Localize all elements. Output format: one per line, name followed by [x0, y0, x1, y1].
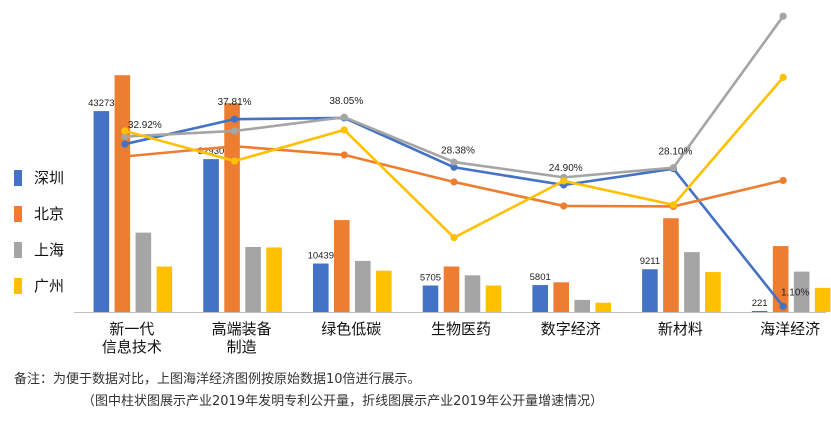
line-point-2-2 — [340, 113, 348, 121]
bar-0-6 — [751, 310, 768, 312]
bar-label-0-6: 221 — [752, 298, 768, 309]
line-point-3-1 — [230, 157, 239, 165]
line-label-0: 32.92% — [128, 120, 162, 131]
footnote-line-1: 备注：为便于数据对比，上图海洋经济图例按原始数据10倍进行展示。 — [14, 372, 421, 387]
bar-label-0-3: 5705 — [420, 273, 441, 284]
line-point-2-6 — [779, 12, 787, 20]
bar-0-2 — [312, 263, 329, 312]
category-label-4-0: 数字经济 — [541, 320, 601, 338]
legend-label-3: 广州 — [34, 277, 64, 295]
legend-label-2: 上海 — [34, 241, 64, 259]
line-point-3-5 — [669, 201, 678, 209]
line-label-3: 28.38% — [441, 145, 475, 156]
line-point-0-6 — [779, 302, 787, 310]
legend-label-1: 北京 — [34, 205, 64, 223]
line-point-2-0 — [121, 132, 129, 141]
bar-2-3 — [464, 275, 481, 312]
category-label-3-0: 生物医药 — [431, 320, 491, 338]
bar-label-0-4: 5801 — [530, 272, 551, 283]
bar-0-4 — [532, 285, 549, 312]
line-point-1-4 — [560, 202, 568, 210]
legend-swatch-3 — [14, 278, 22, 294]
line-point-1-1 — [230, 142, 239, 150]
bar-2-6 — [793, 271, 810, 312]
legend-swatch-0 — [14, 170, 22, 186]
bar-3-5 — [705, 272, 721, 312]
line-point-2-1 — [230, 127, 239, 135]
bar-1-0 — [114, 75, 131, 312]
line-point-2-5 — [669, 164, 678, 172]
bar-0-0 — [93, 111, 110, 312]
line-point-1-2 — [340, 151, 348, 159]
legend-label-0: 深圳 — [34, 169, 64, 187]
footnote-line-2: （图中柱状图展示产业2019年发明专利公开量，折线图展示产业2019年公开量增速… — [82, 394, 604, 409]
category-label-6-0: 海洋经济 — [760, 320, 820, 338]
bar-1-5 — [663, 218, 679, 312]
bar-2-4 — [574, 299, 591, 312]
category-label-1-0: 高端装备 — [212, 320, 272, 338]
line-label-2: 38.05% — [329, 96, 363, 107]
legend-swatch-1 — [14, 206, 22, 222]
line-point-3-0 — [121, 127, 129, 135]
category-label-2-0: 绿色低碳 — [321, 320, 381, 338]
bar-2-2 — [354, 260, 371, 312]
category-label-0-1: 信息技术 — [102, 338, 162, 356]
line-label-5: 28.10% — [658, 147, 692, 158]
bar-1-6 — [772, 246, 789, 312]
line-point-3-3 — [450, 233, 458, 242]
bar-3-3 — [485, 285, 502, 312]
bar-2-5 — [684, 252, 700, 312]
line-point-0-1 — [230, 115, 239, 123]
line-point-0-0 — [121, 140, 129, 148]
bar-label-0-0: 43273 — [88, 98, 114, 109]
bar-1-3 — [443, 266, 460, 312]
bar-0-3 — [422, 285, 439, 312]
line-label-1: 37.81% — [218, 97, 252, 108]
line-point-3-4 — [560, 177, 568, 185]
bar-3-2 — [375, 270, 392, 312]
line-label-4: 24.90% — [549, 163, 583, 174]
bar-1-4 — [553, 282, 570, 312]
bar-3-0 — [156, 266, 173, 312]
bar-3-4 — [595, 302, 612, 312]
bar-label-0-5: 9211 — [640, 256, 660, 267]
bar-1-2 — [333, 220, 350, 312]
bar-label-0-1: 32930 — [198, 146, 224, 157]
bar-label-0-2: 10439 — [308, 251, 334, 262]
bar-3-1 — [266, 247, 282, 312]
line-point-2-3 — [450, 158, 458, 166]
bar-2-0 — [135, 232, 152, 312]
bar-2-1 — [245, 247, 261, 312]
line-point-0-3 — [450, 163, 458, 171]
line-label-6: 1.10% — [781, 287, 809, 298]
category-label-0-0: 新一代 — [109, 320, 154, 338]
line-point-3-6 — [779, 73, 787, 81]
bar-0-5 — [642, 269, 658, 312]
bar-0-1 — [203, 159, 219, 312]
bar-3-6 — [814, 287, 831, 312]
line-point-1-0 — [121, 152, 129, 161]
line-point-1-6 — [779, 176, 787, 185]
bar-1-1 — [224, 103, 240, 312]
line-point-1-3 — [450, 178, 458, 186]
category-label-5-0: 新材料 — [658, 320, 703, 338]
line-point-3-2 — [340, 126, 348, 134]
category-label-1-1: 制造 — [227, 338, 257, 356]
legend-swatch-2 — [14, 242, 22, 258]
